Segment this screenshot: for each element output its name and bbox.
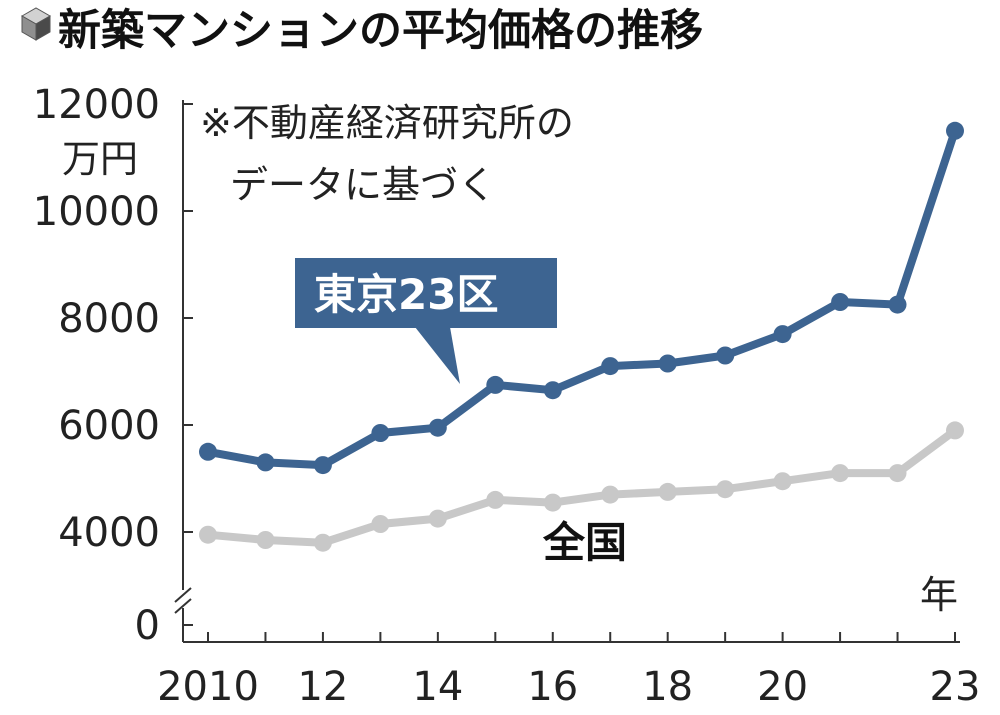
x-tick-label: 20 xyxy=(757,664,808,710)
data-point xyxy=(601,357,620,376)
data-point xyxy=(371,424,390,442)
data-point xyxy=(486,375,505,394)
x-tick-label: 12 xyxy=(297,664,348,710)
data-point xyxy=(716,346,735,365)
data-point xyxy=(486,490,505,509)
axes: 0 4000 6000 8000 10000 12000 2010 12 14 16 18 20 23 xyxy=(33,82,981,710)
tokyo-callout-box xyxy=(295,258,557,328)
source-note-line-2: データに基づく xyxy=(230,163,496,207)
y-tick-label: 8000 xyxy=(58,296,160,342)
axis-break-mark xyxy=(174,587,192,603)
data-point xyxy=(946,121,964,140)
y-tick-label: 0 xyxy=(135,603,160,649)
data-point xyxy=(313,456,332,475)
tokyo-callout-pointer xyxy=(415,327,460,384)
data-point xyxy=(371,515,390,533)
y-tick-label: 12000 xyxy=(33,82,160,128)
data-point xyxy=(888,464,907,483)
data-point xyxy=(256,453,275,472)
x-tick-label: 23 xyxy=(930,664,981,710)
data-point xyxy=(831,293,850,311)
y-tick-label: 4000 xyxy=(58,510,160,556)
source-note-line-1: ※不動産経済研究所の xyxy=(200,101,574,145)
x-tick-label: 16 xyxy=(527,664,578,710)
data-point xyxy=(658,482,677,501)
x-unit-label: 年 xyxy=(920,573,958,617)
y-tick-label: 6000 xyxy=(58,403,160,449)
data-point xyxy=(199,442,217,461)
data-point xyxy=(199,525,217,544)
data-point xyxy=(888,295,907,314)
x-tick-label: 14 xyxy=(412,664,463,710)
data-point xyxy=(716,480,735,499)
tokyo-series-label: 東京23区 xyxy=(314,270,498,319)
cube-icon xyxy=(20,7,52,41)
y-tick-label: 10000 xyxy=(33,189,160,235)
x-tick-label: 2010 xyxy=(157,664,259,710)
axis-break-mark xyxy=(174,598,192,614)
data-point xyxy=(773,325,792,344)
data-point xyxy=(313,533,332,552)
data-point xyxy=(601,485,620,504)
tokyo-callout: 東京23区 xyxy=(295,258,557,384)
data-point xyxy=(428,509,447,528)
chart-title: 新築マンションの平均価格の推移 xyxy=(58,6,703,56)
data-point xyxy=(831,464,850,483)
x-tick-label: 18 xyxy=(642,664,693,710)
series-layer xyxy=(199,121,964,552)
data-point xyxy=(256,531,275,549)
national-series-label: 全国 xyxy=(542,518,627,567)
series-line-0 xyxy=(204,126,959,470)
data-point xyxy=(773,472,792,491)
data-point xyxy=(658,354,677,373)
data-point xyxy=(946,421,964,440)
data-point xyxy=(428,418,447,437)
data-point xyxy=(543,381,562,400)
y-unit-label: 万円 xyxy=(62,137,138,181)
data-point xyxy=(543,493,562,512)
series-line-1 xyxy=(204,426,959,547)
